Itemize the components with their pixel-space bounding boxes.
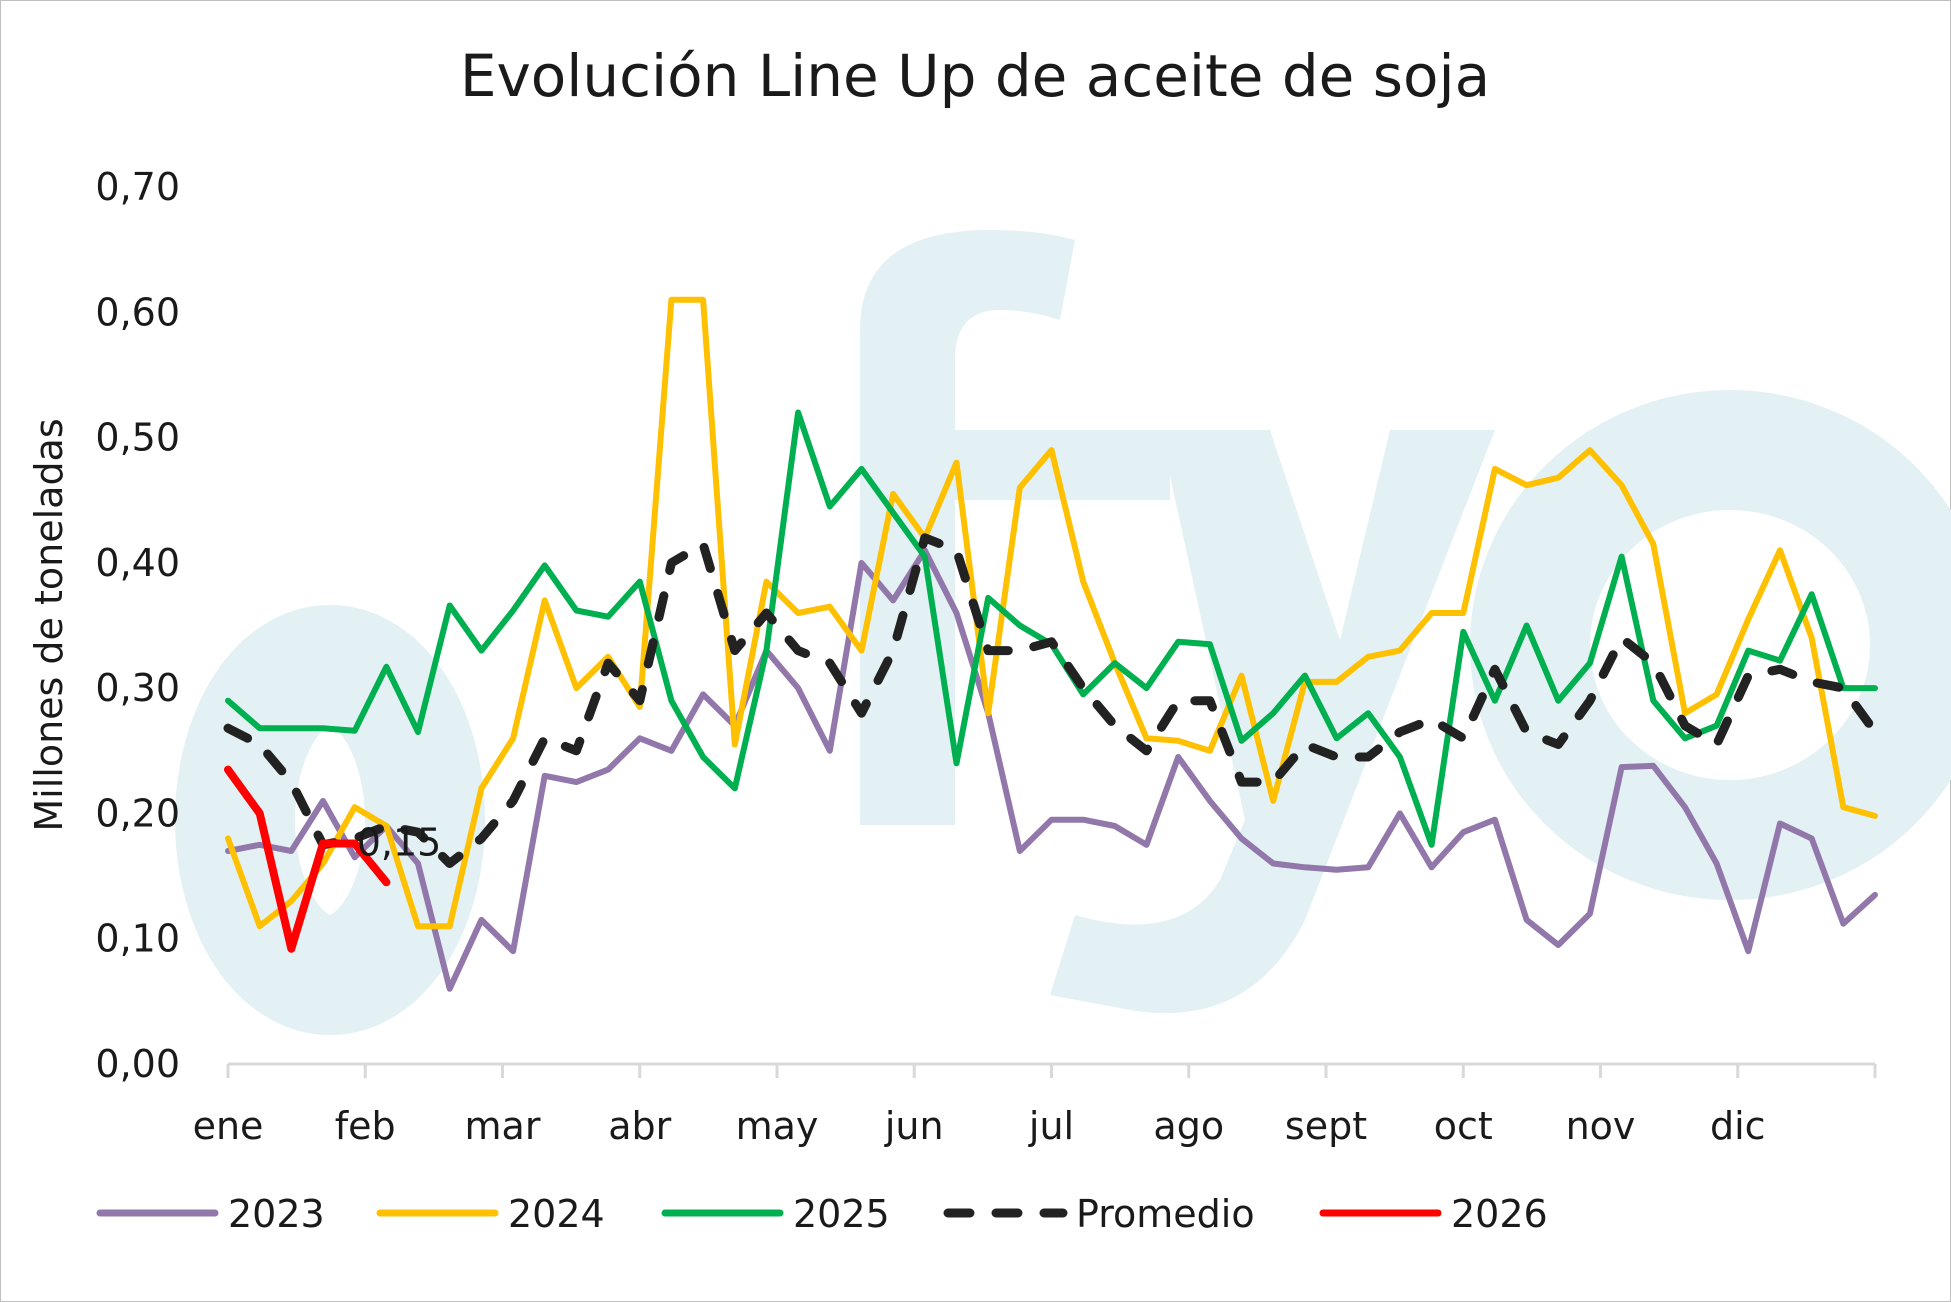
y-tick-label: 0,60 <box>95 290 180 334</box>
x-tick-label: feb <box>335 1104 396 1148</box>
x-tick-label: nov <box>1566 1104 1636 1148</box>
y-tick-label: 0,40 <box>95 541 180 585</box>
y-tick-label: 0,50 <box>95 416 180 460</box>
x-tick-label: may <box>736 1104 819 1148</box>
x-tick-label: ene <box>193 1104 264 1148</box>
series-line-2026 <box>224 765 391 953</box>
legend-label-2026: 2026 <box>1451 1192 1548 1236</box>
x-tick-label: ago <box>1153 1104 1224 1148</box>
watermark-logo <box>175 230 1951 1035</box>
x-tick-label: jun <box>884 1104 944 1148</box>
legend-label-promedio: Promedio <box>1076 1192 1255 1236</box>
x-tick-label: jul <box>1028 1104 1074 1148</box>
legend-label-2024: 2024 <box>508 1192 605 1236</box>
y-tick-label: 0,20 <box>95 791 180 835</box>
y-tick-label: 0,30 <box>95 666 180 710</box>
watermark-letter-y <box>1050 430 1495 1014</box>
y-tick-label: 0,00 <box>95 1042 180 1086</box>
legend-label-2025: 2025 <box>793 1192 890 1236</box>
watermark-letter-f <box>860 230 1170 825</box>
x-tick-label: sept <box>1285 1104 1367 1148</box>
y-tick-label: 0,70 <box>95 165 180 209</box>
watermark-letter-o-left <box>175 605 485 1035</box>
x-tick-label: dic <box>1710 1104 1766 1148</box>
chart-title: Evolución Line Up de aceite de soja <box>460 42 1490 110</box>
x-tick-label: abr <box>608 1104 671 1148</box>
y-tick-label: 0,10 <box>95 917 180 961</box>
x-tick-label: mar <box>465 1104 541 1148</box>
x-tick-label: oct <box>1434 1104 1493 1148</box>
y-axis-label: Millones de toneladas <box>27 418 71 831</box>
watermark-letter-o-right <box>1470 390 1951 900</box>
legend-label-2023: 2023 <box>228 1192 325 1236</box>
data-label: 0,15 <box>357 820 442 864</box>
